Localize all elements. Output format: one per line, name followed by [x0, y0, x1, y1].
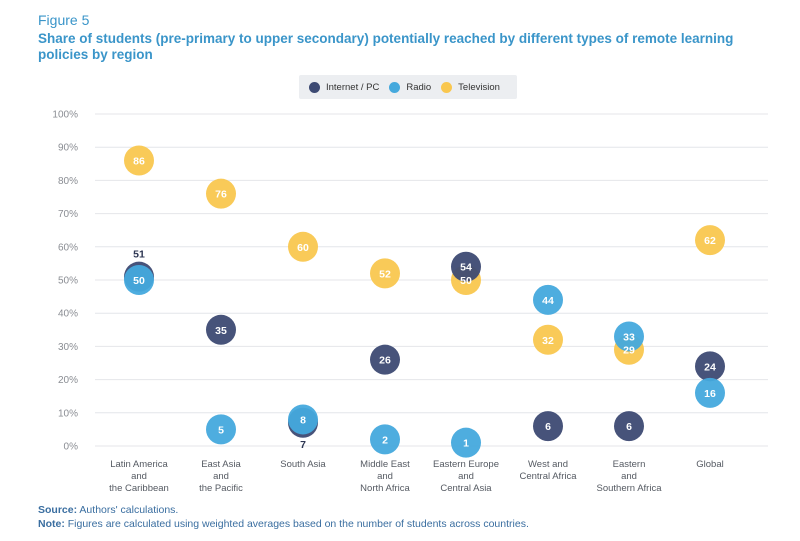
data-label: 86 [133, 155, 145, 167]
data-label: 35 [215, 325, 227, 337]
data-label: 52 [379, 268, 391, 280]
point-internet-pc [206, 314, 236, 345]
data-label: 2 [382, 434, 388, 446]
data-label: 50 [460, 275, 472, 287]
source-label: Source: [38, 504, 78, 516]
y-tick-label: 90% [58, 143, 78, 154]
point-radio [695, 377, 725, 408]
x-category-label: Central Asia [440, 483, 492, 494]
data-label: 1 [463, 438, 469, 450]
legend-label-radio: Radio [406, 81, 432, 93]
data-label: 6 [626, 421, 632, 433]
data-label: 50 [133, 275, 145, 287]
point-internet-pc [533, 411, 563, 442]
y-tick-label: 0% [64, 442, 79, 453]
data-label: 24 [704, 361, 716, 373]
note-line: Note: Figures are calculated using weigh… [38, 518, 529, 530]
note-text: Figures are calculated using weighted av… [64, 518, 529, 530]
legend-item-radio: Radio [389, 81, 432, 93]
point-radio [533, 284, 563, 315]
x-category-label: Latin America [110, 459, 168, 470]
x-category-label: South Asia [280, 459, 326, 470]
data-label: 29 [623, 345, 635, 357]
data-label: 54 [460, 262, 472, 274]
point-radio [288, 404, 318, 435]
source-line: Source: Authors' calculations. [38, 504, 178, 516]
point-television [533, 324, 563, 355]
data-label: 76 [215, 189, 227, 201]
note-label: Note: [38, 518, 65, 530]
y-tick-label: 10% [58, 408, 78, 419]
x-category-label: and [213, 471, 229, 482]
y-tick-label: 50% [58, 276, 78, 287]
y-tick-label: 30% [58, 342, 78, 353]
data-label: 62 [704, 235, 716, 247]
data-label: 7 [300, 439, 306, 451]
data-label: 33 [623, 331, 635, 343]
data-label: 51 [133, 249, 145, 261]
legend-item-internet: Internet / PC [309, 81, 380, 93]
x-category-label: Middle East [360, 459, 410, 470]
point-radio [206, 414, 236, 445]
data-label: 8 [300, 414, 306, 426]
legend: Internet / PC Radio Television [299, 75, 517, 99]
y-tick-label: 100% [52, 110, 78, 121]
figure-label: Figure 5 [38, 12, 90, 28]
y-tick-label: 60% [58, 242, 78, 253]
source-text: Authors' calculations. [77, 504, 179, 516]
data-label: 6 [545, 421, 551, 433]
legend-swatch-television [441, 81, 453, 93]
point-internet-pc [451, 251, 481, 282]
data-label: 26 [379, 355, 391, 367]
point-television [695, 225, 725, 256]
x-category-label: and [131, 471, 147, 482]
x-category-label: the Pacific [199, 483, 243, 494]
legend-label-television: Television [458, 81, 500, 93]
x-category-label: Southern Africa [597, 483, 663, 494]
point-radio [451, 427, 481, 458]
x-category-label: North Africa [360, 483, 410, 494]
point-radio [614, 321, 644, 352]
y-tick-label: 20% [58, 375, 78, 386]
point-internet-pc [370, 344, 400, 375]
point-television [370, 258, 400, 289]
point-radio [124, 265, 154, 295]
data-label: 5 [218, 424, 224, 436]
legend-swatch-internet [309, 81, 320, 93]
y-tick-label: 80% [58, 176, 78, 187]
x-category-label: Central Africa [519, 471, 577, 482]
data-label: 60 [297, 242, 309, 254]
point-internet-pc [695, 351, 725, 382]
x-category-label: and [621, 471, 637, 482]
y-tick-label: 40% [58, 309, 78, 320]
x-category-label: and [458, 471, 474, 482]
data-label: 16 [704, 388, 716, 400]
legend-item-television: Television [441, 81, 500, 93]
point-radio [370, 424, 400, 455]
legend-label-internet: Internet / PC [326, 81, 380, 93]
point-television [288, 231, 318, 262]
x-category-label: and [377, 471, 393, 482]
data-label: 44 [542, 295, 554, 307]
point-television [206, 178, 236, 209]
x-category-label: Eastern Europe [433, 459, 499, 470]
x-category-label: East Asia [201, 459, 241, 470]
legend-swatch-radio [389, 81, 401, 93]
point-internet-pc [614, 411, 644, 442]
chart-title: Share of students (pre-primary to upper … [38, 31, 734, 62]
x-category-label: West and [528, 459, 568, 470]
point-television [124, 145, 154, 176]
x-category-label: Eastern [613, 459, 646, 470]
x-category-label: Global [696, 459, 723, 470]
x-category-label: the Caribbean [109, 483, 169, 494]
data-label: 32 [542, 335, 554, 347]
y-tick-label: 70% [58, 209, 78, 220]
